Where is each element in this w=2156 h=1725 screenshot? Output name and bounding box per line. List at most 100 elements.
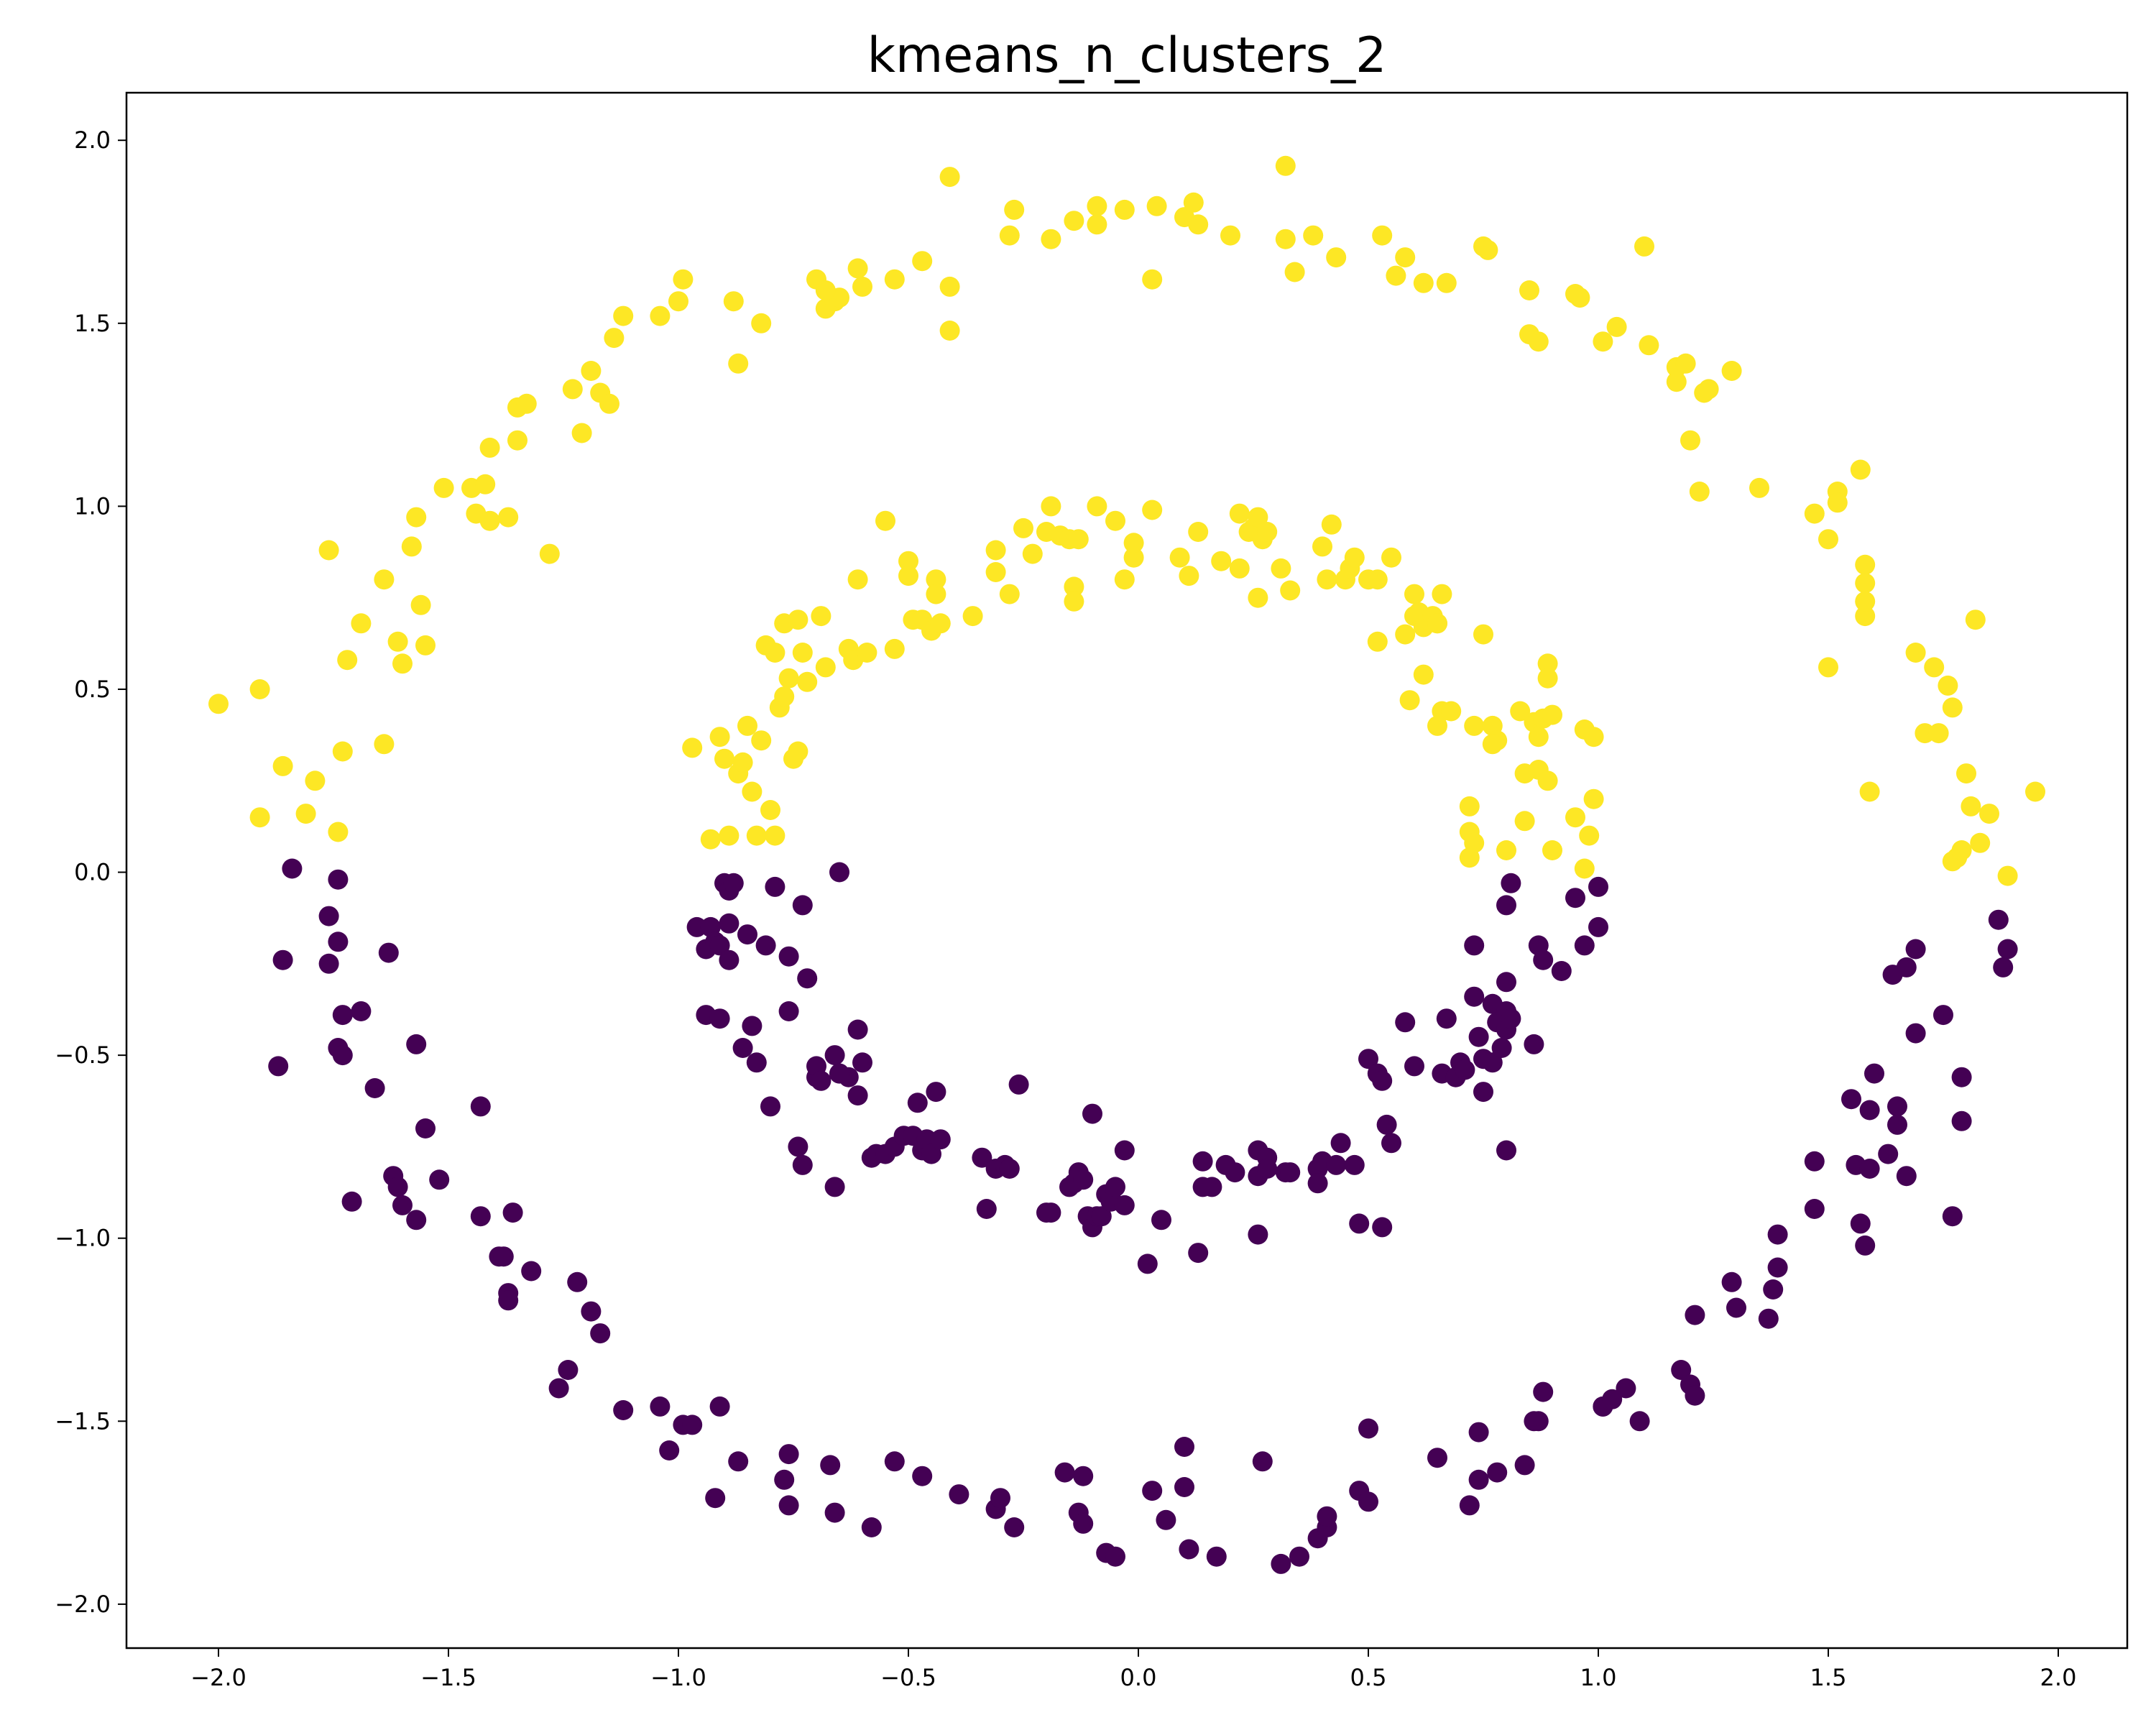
cluster-0-point [1395, 1012, 1416, 1033]
cluster-0-point [328, 869, 349, 890]
cluster-0-point [907, 1092, 928, 1113]
cluster-1-point [1114, 569, 1135, 590]
cluster-1-point [1951, 840, 1972, 860]
cluster-1-point [746, 825, 767, 846]
cluster-0-point [613, 1400, 634, 1420]
cluster-1-point [1459, 796, 1480, 816]
cluster-1-point [1818, 529, 1838, 550]
cluster-1-point [249, 679, 270, 699]
cluster-0-point [493, 1246, 514, 1267]
cluster-0-point [778, 1444, 799, 1465]
cluster-0-point [972, 1147, 992, 1168]
cluster-0-point [332, 1045, 353, 1066]
cluster-1-point [1229, 503, 1250, 524]
cluster-1-point [1970, 832, 1991, 853]
cluster-0-point [1997, 939, 2018, 960]
cluster-0-point [1588, 916, 1608, 937]
cluster-0-point [1142, 1481, 1163, 1501]
cluster-1-point [875, 510, 895, 531]
cluster-0-point [1225, 1162, 1245, 1183]
cluster-1-point [1395, 624, 1416, 645]
cluster-1-point [760, 800, 780, 820]
cluster-0-point [318, 906, 339, 926]
cluster-0-point [1767, 1257, 1788, 1278]
cluster-1-point [1496, 840, 1516, 860]
cluster-1-point [926, 584, 946, 604]
cluster-0-point [1468, 1026, 1489, 1047]
cluster-1-point [939, 167, 960, 188]
x-tick-label: 1.0 [1580, 1664, 1617, 1691]
cluster-1-point [1004, 199, 1025, 220]
cluster-1-point [847, 569, 868, 590]
cluster-0-point [824, 1502, 845, 1523]
cluster-0-point [1004, 1517, 1025, 1537]
cluster-1-point [723, 291, 744, 312]
cluster-0-point [1841, 1089, 1861, 1110]
cluster-0-point [470, 1206, 491, 1227]
cluster-1-point [1413, 272, 1434, 293]
cluster-1-point [562, 379, 583, 400]
cluster-0-point [1137, 1254, 1158, 1274]
cluster-0-point [1951, 1067, 1972, 1087]
cluster-0-point [659, 1440, 680, 1460]
x-tick-label: 2.0 [2040, 1664, 2077, 1691]
cluster-0-point [792, 1154, 813, 1175]
cluster-1-point [1068, 529, 1089, 550]
cluster-1-point [1248, 587, 1268, 608]
y-tick-label: 0.0 [74, 859, 111, 886]
cluster-0-point [732, 1038, 753, 1058]
cluster-0-point [1524, 1034, 1544, 1054]
cluster-0-point [1767, 1224, 1788, 1245]
cluster-0-point [406, 1034, 427, 1054]
cluster-1-point [898, 566, 918, 586]
cluster-0-point [746, 1052, 767, 1073]
cluster-1-point [1749, 477, 1769, 498]
cluster-1-point [406, 507, 427, 528]
cluster-0-point [1951, 1110, 1972, 1131]
cluster-1-point [1179, 566, 1199, 586]
cluster-0-point [1091, 1206, 1112, 1227]
y-tick-label: 2.0 [74, 126, 111, 154]
cluster-1-point [999, 584, 1020, 604]
cluster-0-point [378, 942, 399, 963]
cluster-1-point [815, 280, 836, 300]
y-tick-label: 1.5 [74, 310, 111, 337]
cluster-0-point [1330, 1133, 1351, 1154]
cluster-1-point [1680, 430, 1700, 451]
cluster-0-point [1358, 1049, 1378, 1070]
cluster-1-point [857, 643, 877, 663]
cluster-0-point [861, 1517, 882, 1537]
cluster-0-point [774, 1469, 795, 1490]
cluster-1-point [613, 305, 634, 326]
cluster-0-point [1896, 957, 1917, 978]
cluster-1-point [1961, 796, 1981, 816]
cluster-0-point [650, 1396, 671, 1417]
cluster-1-point [1997, 865, 2018, 886]
cluster-1-point [1855, 573, 1876, 594]
cluster-1-point [1188, 214, 1209, 235]
cluster-1-point [1169, 547, 1190, 568]
cluster-0-point [755, 935, 776, 956]
cluster-0-point [1616, 1378, 1636, 1399]
cluster-0-point [1685, 1305, 1705, 1325]
cluster-1-point [1432, 584, 1452, 604]
cluster-1-point [1827, 492, 1848, 513]
cluster-0-point [760, 1096, 780, 1117]
cluster-1-point [1956, 763, 1976, 784]
cluster-1-point [1022, 543, 1043, 564]
cluster-1-point [374, 569, 395, 590]
cluster-1-point [1542, 704, 1562, 725]
cluster-1-point [1593, 331, 1613, 352]
cluster-1-point [1142, 269, 1163, 290]
cluster-0-point [1156, 1509, 1176, 1530]
cluster-0-point [1326, 1154, 1347, 1175]
cluster-0-point [926, 1082, 946, 1103]
cluster-0-point [1192, 1151, 1213, 1172]
cluster-1-point [1565, 807, 1585, 828]
cluster-1-point [1381, 547, 1401, 568]
cluster-0-point [1114, 1195, 1135, 1215]
cluster-0-point [1496, 1140, 1516, 1161]
cluster-1-point [1211, 551, 1232, 571]
cluster-0-point [1905, 939, 1926, 960]
cluster-1-point [709, 727, 730, 748]
